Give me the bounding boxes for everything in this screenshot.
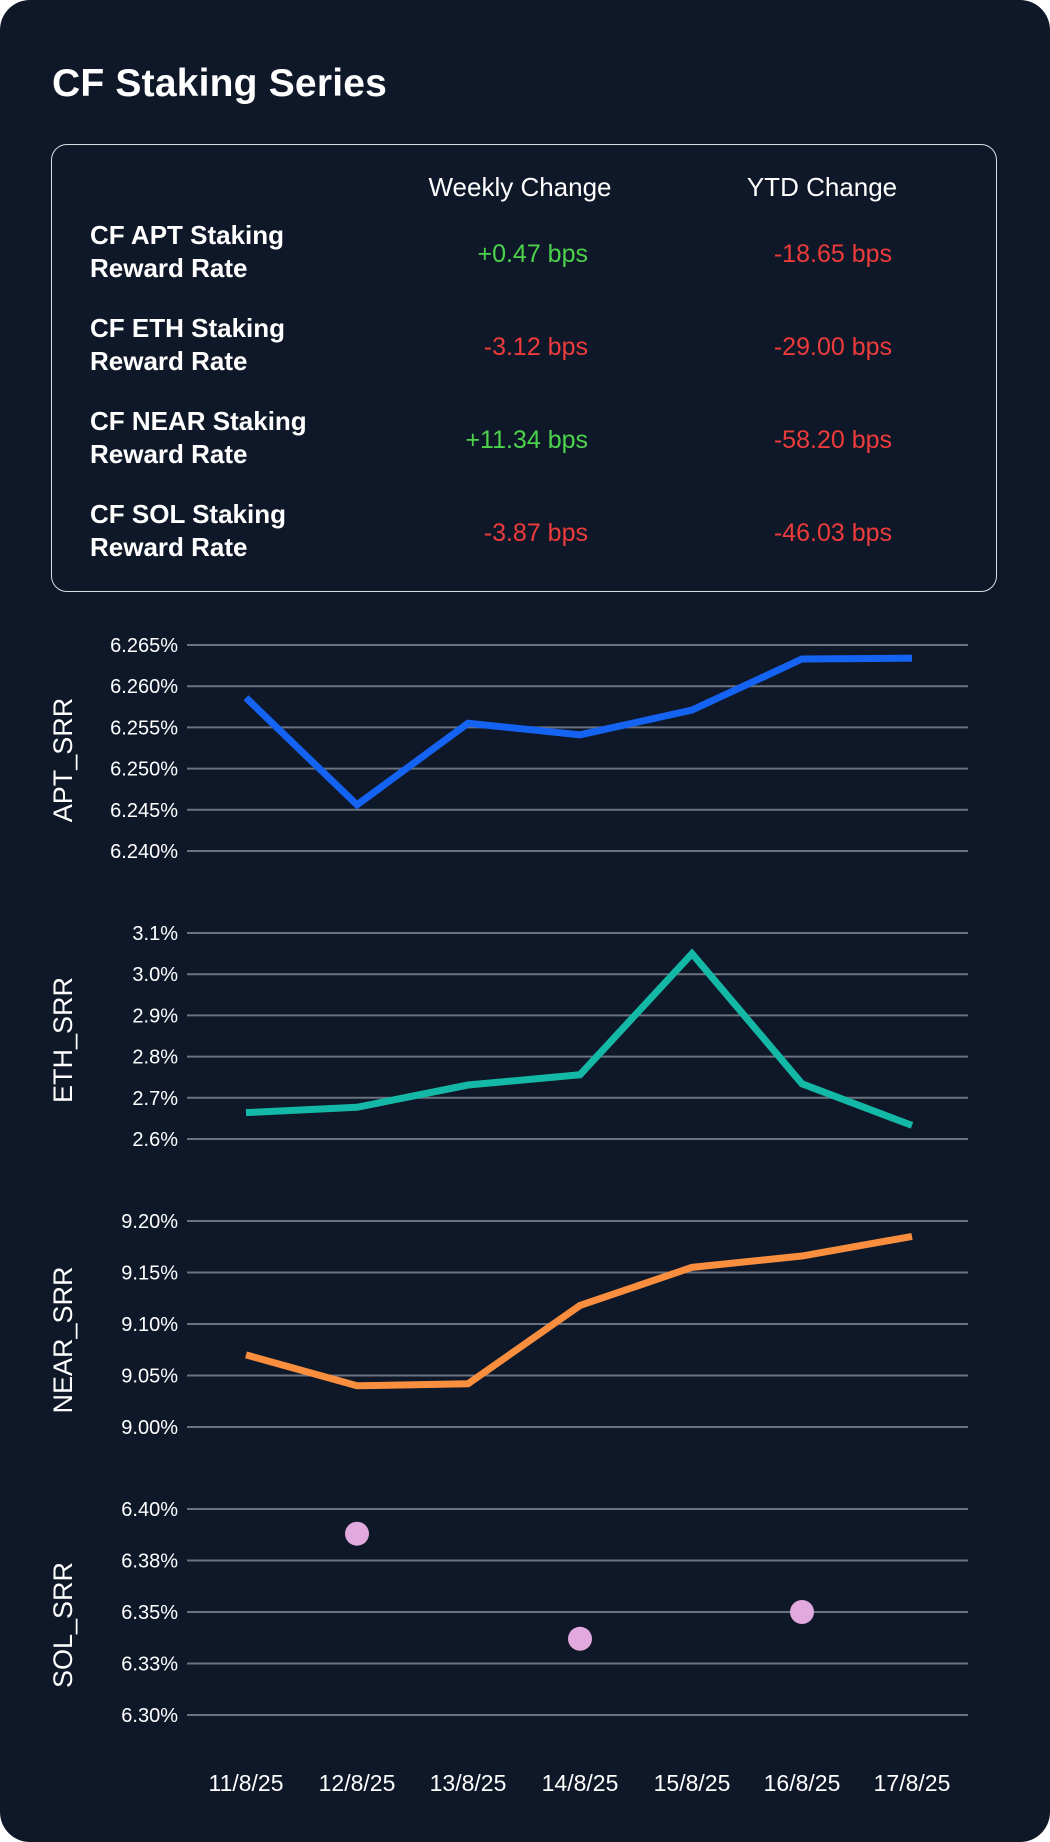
row-label-line1: CF SOL Staking (90, 499, 286, 529)
ytd-change-apt: -18.65 bps (773, 240, 892, 268)
y-tick-label: 9.10% (121, 1314, 178, 1336)
row-label-line2: Reward Rate (90, 439, 248, 469)
weekly-change-sol: -3.87 bps (483, 519, 588, 547)
series-line (245, 948, 914, 1129)
x-tick-label: 14/8/25 (542, 1770, 619, 1796)
y-tick-label: 6.255% (110, 717, 178, 739)
y-tick-label: 6.245% (110, 800, 178, 822)
row-label-sol: CF SOL Staking Reward Rate (90, 498, 350, 564)
series-line (245, 1233, 913, 1390)
y-tick-label: 6.260% (110, 676, 178, 698)
y-tick-label: 6.40% (121, 1499, 178, 1521)
page-title: CF Staking Series (52, 62, 388, 105)
y-axis-label: APT_SRR (48, 698, 78, 823)
x-tick-label: 17/8/25 (874, 1770, 951, 1796)
ytd-change-eth: -29.00 bps (773, 333, 892, 361)
x-tick-label: 12/8/25 (319, 1770, 396, 1796)
chart-apt_srr: 6.240% 6.245% 6.250% 6.255% 6.260% 6.265% APT_… (48, 635, 968, 863)
header-weekly-change: Weekly Change (428, 172, 612, 202)
row-label-line2: Reward Rate (90, 253, 248, 283)
data-point (345, 1521, 369, 1546)
y-tick-label: 6.35% (121, 1602, 178, 1624)
y-tick-label: 9.20% (121, 1211, 178, 1233)
chart-sol_srr: 6.30% 6.33% 6.35% 6.38% 6.40% SOL_SRR (48, 1499, 968, 1727)
series-line (243, 654, 913, 810)
y-axis-label: SOL_SRR (48, 1562, 78, 1688)
row-label-line2: Reward Rate (90, 346, 248, 376)
y-tick-label: 6.30% (121, 1705, 178, 1727)
x-tick-label: 15/8/25 (654, 1770, 731, 1796)
y-tick-label: 2.6% (132, 1129, 178, 1151)
y-tick-label: 3.0% (132, 964, 178, 986)
y-tick-label: 6.265% (110, 635, 178, 657)
y-tick-label: 9.05% (121, 1366, 178, 1388)
y-tick-label: 9.00% (121, 1417, 178, 1439)
y-tick-label: 6.240% (110, 841, 178, 863)
ytd-change-sol: -46.03 bps (773, 519, 892, 547)
y-tick-label: 9.15% (121, 1263, 178, 1285)
y-axis-label: NEAR_SRR (48, 1266, 78, 1413)
y-tick-label: 2.7% (132, 1088, 178, 1110)
row-label-eth: CF ETH Staking Reward Rate (90, 312, 350, 378)
data-point (790, 1600, 814, 1624)
chart-eth_srr: 2.6% 2.7% 2.8% 2.9% 3.0% 3.1% ETH_SRR (48, 923, 968, 1151)
y-tick-label: 6.38% (121, 1551, 178, 1573)
row-label-near: CF NEAR Staking Reward Rate (90, 405, 350, 471)
weekly-change-apt: +0.47 bps (477, 240, 588, 268)
ytd-change-near: -58.20 bps (773, 426, 892, 454)
y-tick-label: 2.9% (132, 1005, 178, 1027)
row-label-line1: CF APT Staking (90, 220, 285, 250)
chart-near_srr: 9.00% 9.05% 9.10% 9.15% 9.20% NEAR_SRR (48, 1211, 968, 1439)
y-tick-label: 6.33% (121, 1654, 178, 1676)
data-point (568, 1626, 592, 1651)
weekly-change-eth: -3.12 bps (483, 333, 588, 361)
x-tick-label: 13/8/25 (430, 1770, 507, 1796)
header-ytd-change: YTD Change (746, 172, 898, 202)
row-label-line1: CF NEAR Staking (90, 406, 307, 436)
weekly-change-near: +11.34 bps (465, 426, 588, 454)
y-tick-label: 6.250% (110, 759, 178, 781)
summary-table (51, 144, 997, 592)
y-axis-label: ETH_SRR (48, 977, 78, 1103)
row-label-line1: CF ETH Staking (90, 313, 286, 343)
x-tick-label: 16/8/25 (764, 1770, 841, 1796)
y-tick-label: 2.8% (132, 1047, 178, 1069)
row-label-line2: Reward Rate (90, 532, 248, 562)
y-tick-label: 3.1% (132, 923, 178, 945)
x-tick-label: 11/8/25 (208, 1770, 283, 1796)
row-label-apt: CF APT Staking Reward Rate (90, 219, 350, 285)
